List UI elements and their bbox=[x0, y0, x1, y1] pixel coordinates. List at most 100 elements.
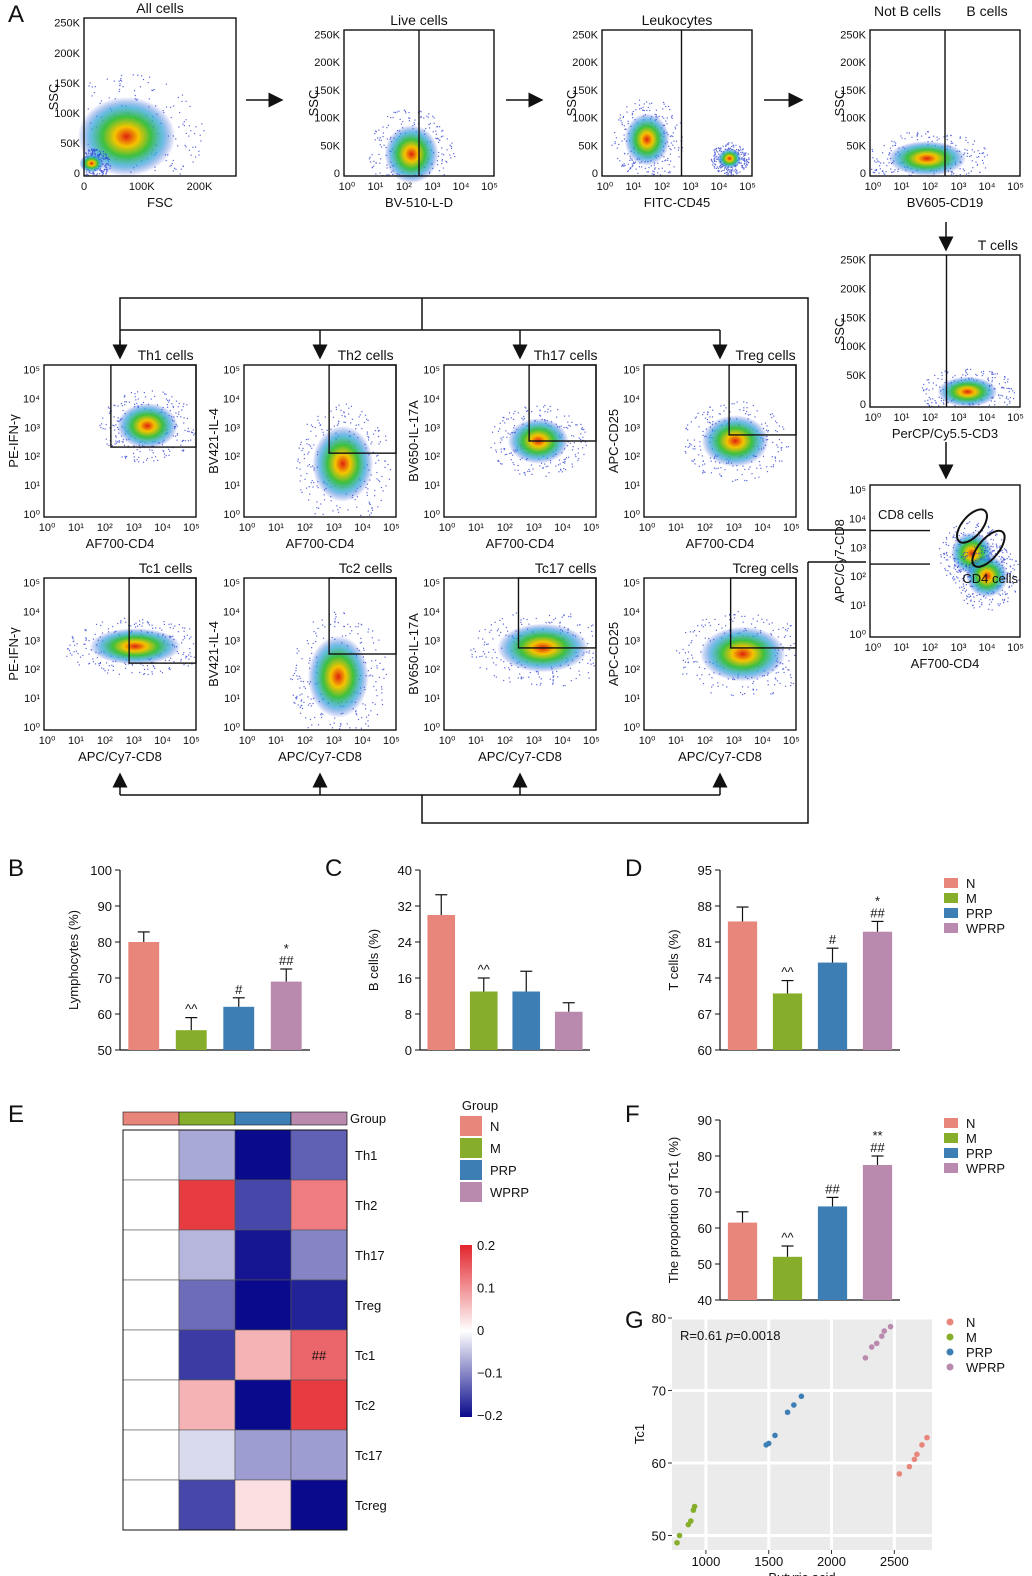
event-dot bbox=[737, 610, 739, 613]
event-dot bbox=[368, 437, 370, 439]
event-dot bbox=[446, 161, 448, 163]
event-dot bbox=[194, 432, 196, 435]
y-tick-label: 100K bbox=[572, 113, 598, 125]
event-dot bbox=[378, 153, 380, 155]
event-dot bbox=[963, 587, 965, 590]
event-dot bbox=[344, 415, 346, 417]
event-dot bbox=[966, 523, 968, 525]
event-dot bbox=[151, 390, 154, 392]
event-dot bbox=[500, 448, 502, 450]
event-dot bbox=[188, 658, 190, 660]
event-dot bbox=[142, 664, 144, 667]
event-dot bbox=[493, 675, 496, 677]
event-dot bbox=[376, 455, 378, 457]
event-dot bbox=[293, 672, 296, 675]
event-dot bbox=[888, 154, 890, 156]
x-tick-label: 10¹ bbox=[268, 522, 284, 534]
event-dot bbox=[567, 427, 569, 429]
event-dot bbox=[629, 168, 631, 170]
event-dot bbox=[944, 568, 946, 570]
event-dot bbox=[925, 133, 927, 135]
heatmap-cell bbox=[290, 1229, 348, 1281]
event-dot bbox=[312, 702, 314, 705]
event-dot bbox=[137, 398, 139, 400]
event-dot bbox=[591, 635, 594, 637]
event-dot bbox=[743, 167, 745, 169]
event-dot bbox=[739, 171, 741, 173]
event-dot bbox=[762, 455, 765, 457]
event-dot bbox=[348, 413, 350, 415]
event-dot bbox=[739, 409, 741, 411]
event-dot bbox=[983, 551, 986, 553]
event-dot bbox=[961, 577, 963, 580]
event-dot bbox=[304, 478, 306, 480]
event-dot bbox=[526, 410, 529, 412]
event-dot bbox=[414, 119, 416, 121]
event-dot bbox=[774, 457, 777, 459]
event-dot bbox=[548, 614, 551, 617]
event-dot bbox=[564, 460, 566, 463]
event-dot bbox=[184, 627, 186, 629]
event-dot bbox=[676, 124, 678, 126]
event-dot bbox=[872, 157, 874, 159]
event-dot bbox=[685, 427, 687, 429]
event-dot bbox=[1018, 579, 1020, 581]
event-dot bbox=[308, 463, 311, 466]
event-dot bbox=[629, 157, 632, 159]
event-dot bbox=[165, 106, 168, 108]
event-dot bbox=[665, 105, 667, 108]
y-tick-label: 10⁴ bbox=[849, 513, 866, 525]
event-dot bbox=[998, 604, 1000, 607]
event-dot bbox=[781, 460, 783, 462]
event-dot bbox=[772, 629, 774, 632]
event-dot bbox=[712, 164, 714, 166]
event-dot bbox=[580, 423, 582, 426]
event-dot bbox=[585, 444, 587, 446]
event-dot bbox=[90, 153, 92, 155]
event-dot bbox=[720, 167, 722, 169]
event-dot bbox=[622, 116, 624, 119]
y-tick-label: 200K bbox=[572, 57, 598, 69]
y-tick-label: 60 bbox=[698, 1043, 712, 1058]
event-dot bbox=[121, 405, 123, 407]
event-dot bbox=[74, 644, 76, 646]
event-dot bbox=[343, 625, 346, 628]
event-dot bbox=[133, 623, 136, 626]
event-dot bbox=[140, 75, 143, 77]
event-dot bbox=[1009, 397, 1011, 399]
event-dot bbox=[1009, 558, 1011, 560]
event-dot bbox=[964, 148, 966, 150]
event-dot bbox=[1007, 398, 1009, 400]
event-dot bbox=[445, 160, 447, 162]
x-axis-label: FITC-CD45 bbox=[644, 195, 710, 210]
event-dot bbox=[592, 624, 594, 626]
event-dot bbox=[181, 642, 183, 644]
event-dot bbox=[935, 402, 937, 404]
event-dot bbox=[184, 637, 186, 639]
event-dot bbox=[322, 431, 324, 433]
heatmap-cell bbox=[178, 1179, 236, 1231]
event-dot bbox=[295, 696, 297, 699]
event-dot bbox=[301, 704, 303, 706]
event-dot bbox=[626, 111, 628, 113]
event-dot bbox=[374, 489, 376, 492]
event-dot bbox=[953, 579, 955, 581]
event-dot bbox=[386, 167, 388, 169]
event-dot bbox=[168, 659, 170, 662]
event-dot bbox=[705, 618, 707, 621]
event-dot bbox=[632, 117, 634, 119]
event-dot bbox=[420, 115, 422, 118]
event-dot bbox=[695, 416, 697, 418]
event-dot bbox=[509, 681, 511, 683]
event-dot bbox=[771, 456, 773, 458]
x-tick-label: 10¹ bbox=[468, 735, 484, 747]
legend-swatch bbox=[944, 893, 958, 903]
event-dot bbox=[68, 649, 71, 651]
event-dot bbox=[87, 108, 89, 110]
event-dot bbox=[620, 120, 622, 122]
event-dot bbox=[994, 404, 996, 406]
event-dot bbox=[769, 413, 772, 416]
event-dot bbox=[579, 674, 581, 676]
y-tick-label: 80 bbox=[652, 1311, 666, 1326]
event-dot bbox=[966, 152, 969, 154]
